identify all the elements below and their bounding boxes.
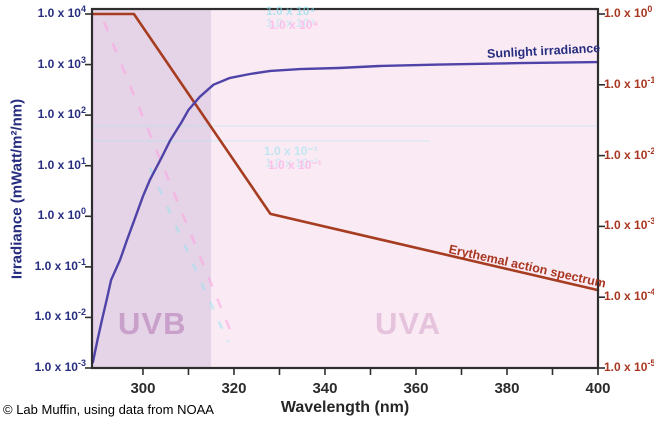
left-tick-label: 1.0 x 10-2: [34, 307, 86, 324]
x-axis-title: Wavelength (nm): [280, 399, 410, 416]
ghost-text-top-pink: 1.0 x 10⁴: [269, 18, 319, 32]
left-tick-label: 1.0 x 103: [37, 54, 86, 71]
uva-region-label: UVA: [375, 306, 442, 341]
x-tick-label: 320: [221, 380, 247, 397]
ghost-text-top-cyan: 1.0 x 10⁴: [266, 4, 316, 18]
right-tick-label: 1.0 x 10-4: [604, 287, 654, 304]
plot-border: [90, 7, 600, 370]
left-tick-label: 1.0 x 102: [37, 105, 86, 122]
left-tick-label: 1.0 x 100: [37, 206, 86, 223]
credit-text: © Lab Muffin, using data from NOAA: [3, 402, 214, 417]
y-axis-title: Irradiance (mWatt/m²/nm): [8, 98, 26, 280]
left-tick-label: 1.0 x 104: [37, 4, 86, 21]
uva-region: [211, 9, 598, 368]
right-tick-label: 1.0 x 100: [604, 4, 653, 21]
erythemal-curve: [90, 12, 600, 292]
x-tick-label: 300: [130, 380, 156, 397]
x-tick-label: 340: [312, 380, 338, 397]
right-tick-label: 1.0 x 10-3: [604, 216, 654, 233]
right-tick-label: 1.0 x 10-1: [604, 74, 654, 91]
x-tick-label: 380: [494, 380, 520, 397]
uvb-region-label: UVB: [118, 306, 187, 341]
tick-marks: [85, 13, 605, 375]
ghost-text-mid-cyan: 1.0 x 10⁻¹: [264, 144, 318, 158]
x-tick-label: 360: [403, 380, 429, 397]
ghost-text-mid-pink: 1.0 x 10⁻¹: [268, 158, 322, 172]
x-tick-label: 400: [585, 380, 611, 397]
left-tick-label: 1.0 x 10-3: [34, 358, 86, 375]
left-tick-label: 1.0 x 101: [37, 155, 86, 172]
right-tick-label: 1.0 x 10-2: [604, 145, 654, 162]
right-tick-label: 1.0 x 10-5: [604, 358, 654, 375]
left-tick-label: 1.0 x 10-1: [34, 256, 86, 273]
uvb-region: [92, 9, 212, 368]
ghost-dashed-line-pink: [102, 21, 235, 338]
ghost-artifacts: [92, 21, 598, 343]
sunlight-curve: [91, 60, 600, 364]
